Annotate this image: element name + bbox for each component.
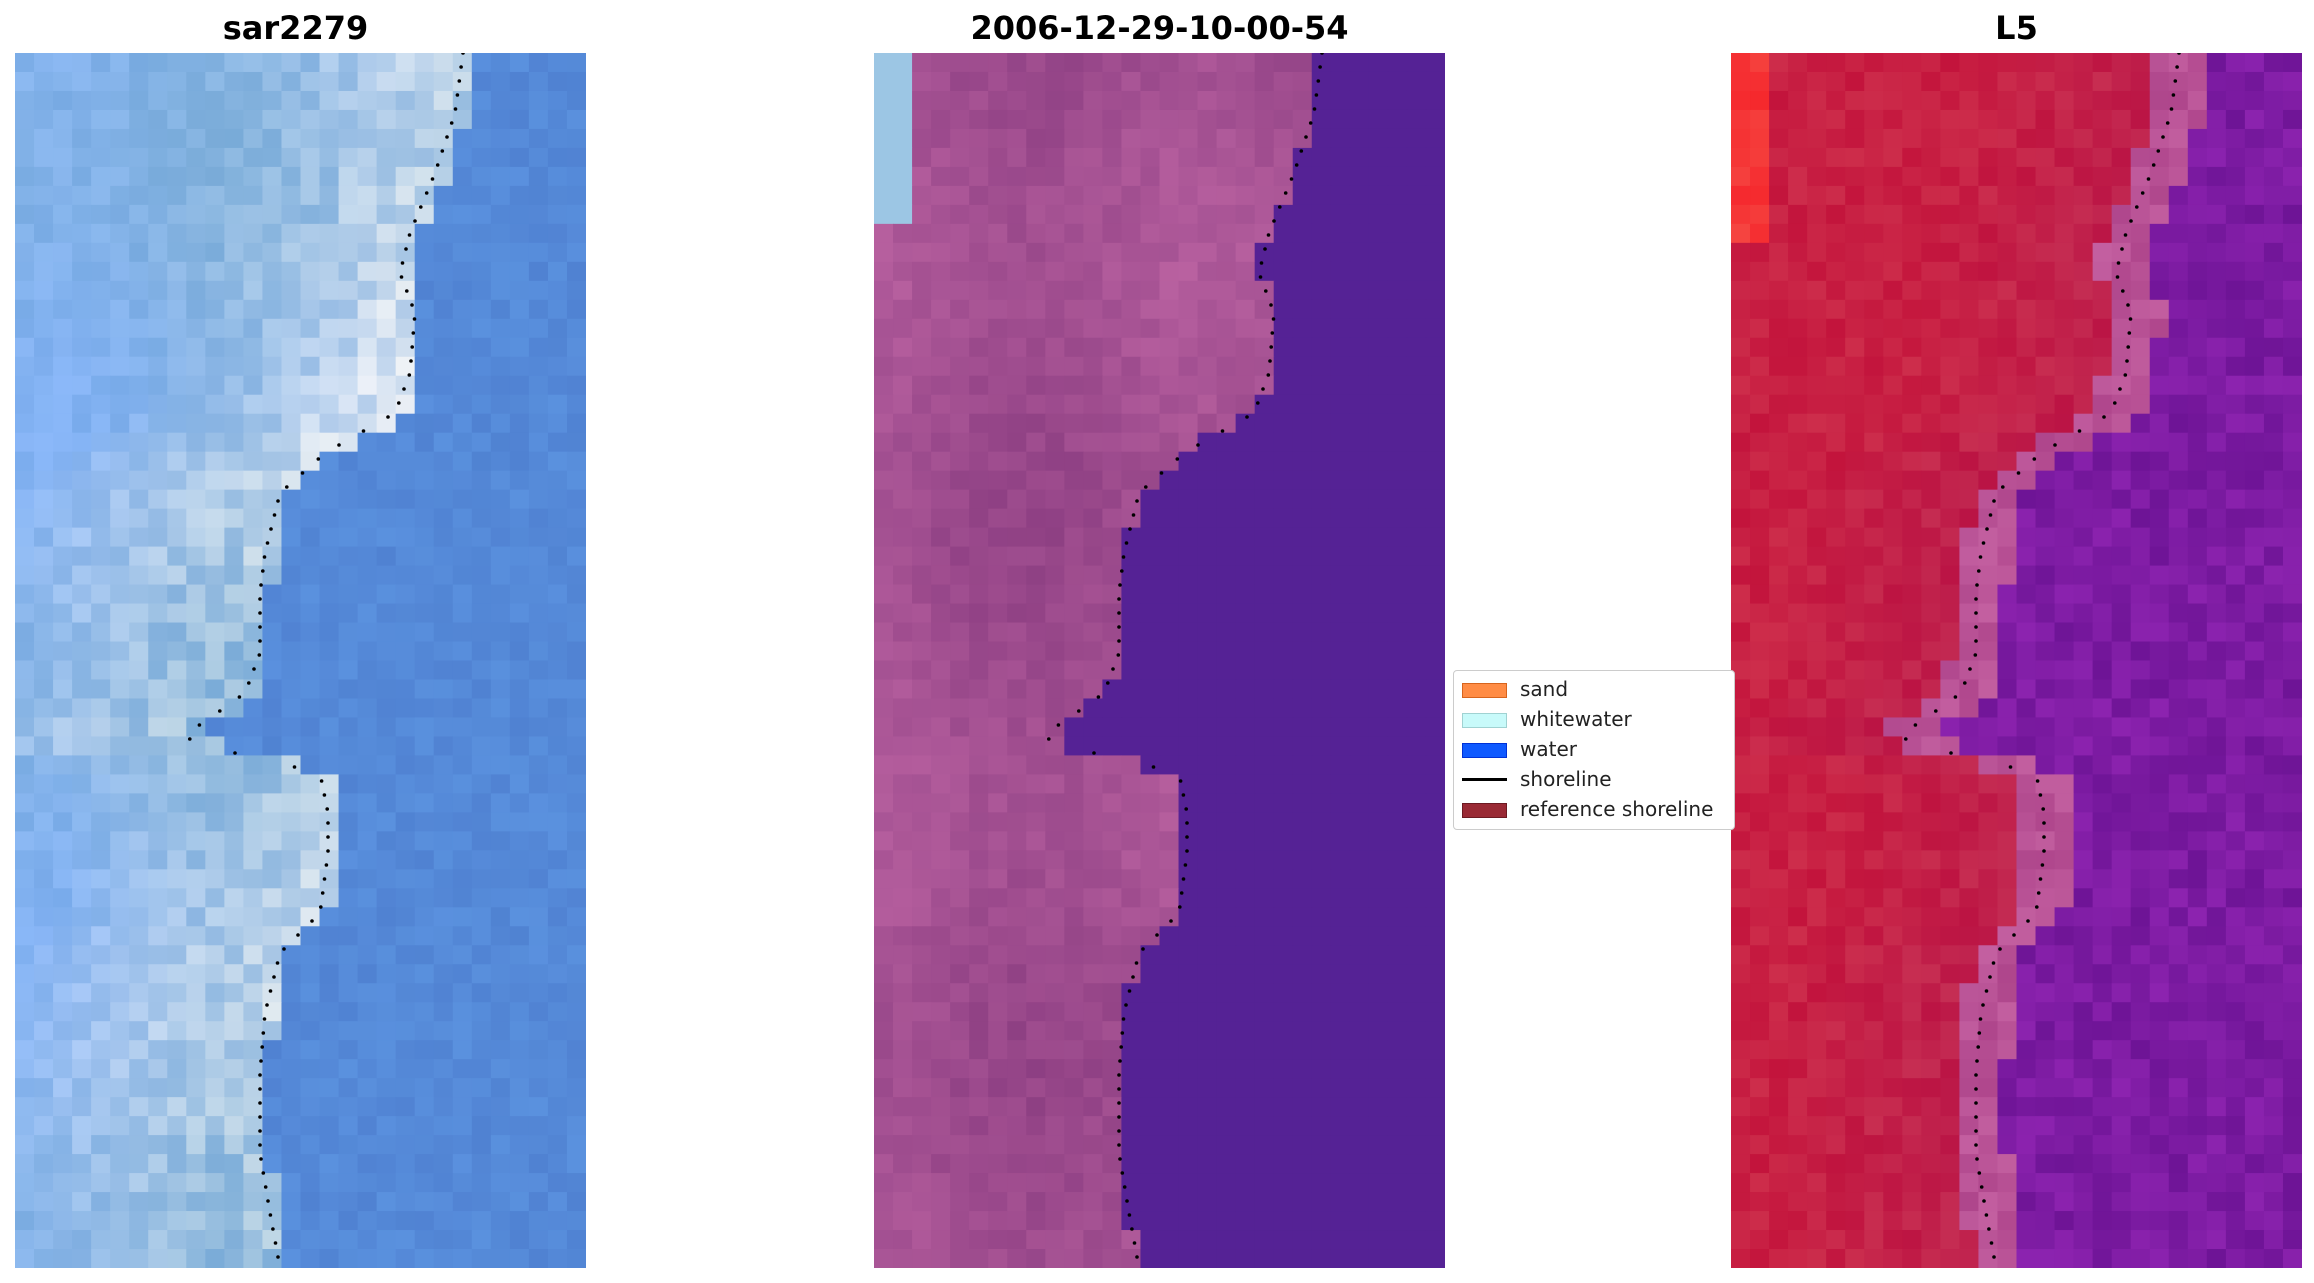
legend-label-whitewater: whitewater bbox=[1520, 707, 1632, 731]
panel-title-rgb: sar2279 bbox=[222, 9, 369, 47]
index-image bbox=[1731, 53, 2302, 1268]
index-image-svg bbox=[1731, 53, 2302, 1268]
classified-image bbox=[874, 53, 1445, 1268]
rgb-satellite-image bbox=[15, 53, 586, 1268]
rgb-image-svg bbox=[15, 53, 586, 1268]
legend: sand whitewater water shoreline referenc… bbox=[1453, 670, 1735, 830]
legend-label-reference-shoreline: reference shoreline bbox=[1520, 797, 1714, 821]
sand-swatch bbox=[1462, 683, 1507, 698]
panel-title-index: L5 bbox=[1995, 9, 2038, 47]
whitewater-swatch bbox=[1462, 713, 1507, 728]
reference-shoreline-swatch bbox=[1462, 803, 1507, 818]
legend-label-shoreline: shoreline bbox=[1520, 767, 1612, 791]
legend-label-sand: sand bbox=[1520, 677, 1569, 701]
panel-title-classified: 2006-12-29-10-00-54 bbox=[970, 9, 1349, 47]
classified-image-svg bbox=[874, 53, 1445, 1268]
water-swatch bbox=[1462, 743, 1507, 758]
legend-label-water: water bbox=[1520, 737, 1577, 761]
shoreline-line-swatch bbox=[1462, 778, 1507, 781]
